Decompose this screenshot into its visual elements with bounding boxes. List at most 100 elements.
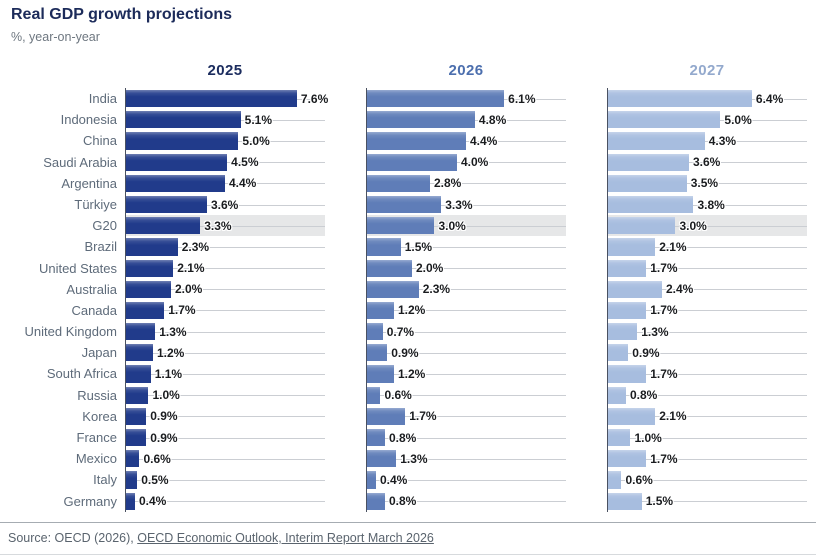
- bar: [126, 259, 174, 277]
- bar: [608, 492, 642, 510]
- leader-line: [146, 416, 325, 418]
- value-label: 1.2%: [156, 345, 185, 360]
- chart-row: United Kingdom 1.3% 0.7% 1.3%: [0, 321, 816, 343]
- panel-cell: 0.9%: [607, 342, 807, 364]
- leader-line: [387, 352, 566, 354]
- leader-line: [655, 416, 807, 418]
- bar: [126, 344, 153, 362]
- category-label: India: [88, 91, 117, 106]
- bar: [608, 280, 662, 298]
- value-label: 6.4%: [755, 91, 784, 106]
- bar: [126, 450, 140, 468]
- value-label: 1.7%: [650, 303, 678, 318]
- bar: [608, 386, 626, 404]
- chart-row: Saudi Arabia 4.5% 4.0% 3.6%: [0, 151, 816, 173]
- bar: [608, 471, 622, 489]
- source-link[interactable]: OECD Economic Outlook, Interim Report Ma…: [137, 530, 434, 545]
- panel-cell: 1.2%: [366, 363, 566, 385]
- bar: [367, 471, 376, 489]
- leader-line: [628, 352, 807, 354]
- leader-line: [661, 289, 807, 291]
- panel-cell: 2.4%: [607, 278, 807, 300]
- panel-cell: 1.0%: [125, 384, 325, 406]
- chart-row: Germany 0.4% 0.8% 1.5%: [0, 490, 816, 512]
- bar: [126, 238, 178, 256]
- chart-row: G20 3.3% 3.0% 3.0%: [0, 215, 816, 237]
- panel-cell: 2.3%: [366, 278, 566, 300]
- panel-cell: 1.7%: [366, 405, 566, 427]
- leader-line: [686, 183, 807, 185]
- bar: [126, 407, 147, 425]
- bar: [126, 471, 138, 489]
- value-label: 0.9%: [150, 409, 178, 424]
- leader-line: [164, 310, 325, 312]
- panel-cell: 4.0%: [366, 151, 566, 173]
- panel-cell: 2.1%: [607, 405, 807, 427]
- panel-cell: 7.6%: [125, 88, 329, 110]
- chart-row: South Africa 1.1% 1.2% 1.7%: [0, 363, 816, 385]
- value-label: 0.4%: [138, 494, 167, 509]
- leader-line: [150, 374, 325, 376]
- leader-line: [621, 479, 807, 481]
- value-label: 0.7%: [386, 324, 415, 339]
- leader-line: [411, 268, 566, 270]
- chart-row: China 5.0% 4.4% 4.3%: [0, 130, 816, 152]
- value-label: 1.7%: [168, 303, 196, 318]
- value-label: 3.3%: [445, 197, 473, 212]
- bar: [367, 280, 419, 298]
- value-label: 4.8%: [478, 112, 507, 127]
- gdp-chart: 2025 2026 2027 India 7.6% 6.1% 6.4% Indonesia 5…: [0, 61, 816, 512]
- value-label: 0.4%: [379, 472, 408, 487]
- value-label: 1.7%: [409, 409, 437, 424]
- leader-line: [375, 479, 566, 481]
- column-headers: 2025 2026 2027: [0, 61, 816, 81]
- value-label: 4.0%: [460, 155, 489, 170]
- leader-line: [675, 225, 807, 227]
- leader-line: [646, 458, 807, 460]
- leader-line: [152, 352, 325, 354]
- panel-cell: 5.0%: [125, 130, 325, 152]
- value-label: 1.2%: [397, 367, 426, 382]
- leader-line: [380, 395, 566, 397]
- value-label: 2.1%: [659, 409, 687, 424]
- panel-cell: 2.1%: [125, 257, 325, 279]
- value-label: 3.8%: [697, 197, 725, 212]
- value-label: 2.8%: [433, 176, 462, 191]
- value-label: 1.3%: [159, 324, 187, 339]
- category-label: Indonesia: [60, 112, 117, 128]
- bar: [367, 238, 401, 256]
- value-label: 0.9%: [632, 345, 660, 360]
- chart-row: France 0.9% 0.8% 1.0%: [0, 427, 816, 449]
- panel-cell: 1.2%: [125, 342, 325, 364]
- category-label: Mexico: [75, 451, 117, 467]
- leader-line: [646, 268, 807, 270]
- value-label: 6.1%: [508, 91, 536, 106]
- leader-line: [625, 395, 807, 397]
- leader-line: [384, 501, 566, 503]
- panel-cell: 0.9%: [366, 342, 566, 364]
- bar: [608, 195, 694, 214]
- panel-cell: 0.5%: [125, 469, 325, 491]
- panel-cell: 0.8%: [607, 384, 807, 406]
- column-header: 2026: [448, 62, 484, 79]
- value-label: 0.5%: [141, 472, 169, 487]
- bar: [126, 386, 149, 404]
- leader-line: [646, 310, 807, 312]
- leader-line: [137, 479, 325, 481]
- value-label: 1.0%: [152, 388, 180, 403]
- panel-cell: 2.8%: [366, 172, 566, 194]
- category-label: Canada: [71, 302, 117, 318]
- value-label: 7.6%: [300, 91, 329, 106]
- chart-row: United States 2.1% 2.0% 1.7%: [0, 257, 816, 279]
- chart-row: Mexico 0.6% 1.3% 1.7%: [0, 448, 816, 470]
- panel-cell: 3.6%: [125, 193, 325, 216]
- chart-row: Argentina 4.4% 2.8% 3.5%: [0, 172, 816, 194]
- panel-cell: 1.7%: [125, 299, 325, 322]
- bar: [608, 238, 656, 256]
- leader-line: [173, 268, 325, 270]
- leader-line: [641, 501, 807, 503]
- value-label: 1.0%: [634, 430, 662, 445]
- value-label: 0.6%: [143, 451, 171, 466]
- bar: [126, 365, 151, 383]
- bar: [367, 344, 388, 362]
